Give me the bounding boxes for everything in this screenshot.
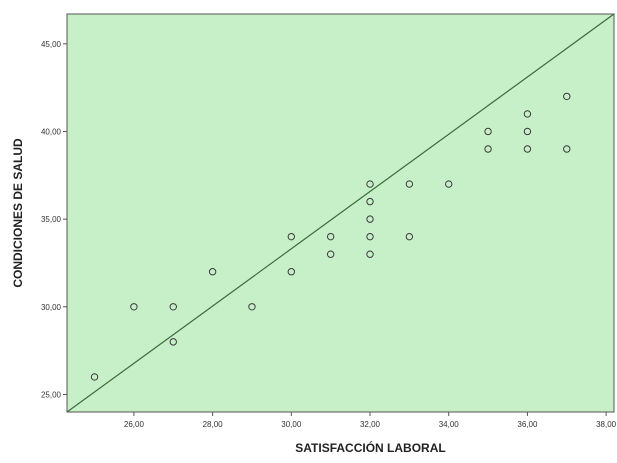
- y-tick-label-2: 35,00: [41, 215, 62, 224]
- y-tick-label-3: 40,00: [41, 127, 62, 136]
- data-point-11: [366, 197, 374, 206]
- data-point-12: [366, 215, 374, 223]
- y-tick-label-0: 25,00: [41, 390, 62, 399]
- data-point-17: [445, 180, 453, 188]
- data-point-7: [287, 268, 296, 276]
- y-tick-label-4: 45,00: [41, 40, 62, 49]
- x-tick-label-2: 30,00: [281, 420, 302, 429]
- x-tick-label-6: 38,00: [596, 420, 617, 429]
- x-tick-label-1: 28,00: [203, 420, 224, 429]
- x-tick-label-4: 34,00: [439, 420, 460, 429]
- data-point-19: [484, 145, 492, 153]
- data-point-1: [130, 303, 138, 311]
- data-point-4: [208, 268, 217, 276]
- data-point-0: [90, 373, 99, 381]
- data-point-14: [366, 250, 374, 258]
- x-axis-title: SATISFACCIÓN LABORAL: [295, 440, 445, 455]
- plot-area: [66, 13, 615, 413]
- data-point-18: [484, 127, 492, 136]
- y-axis-title: CONDICIONES DE SALUD: [11, 138, 25, 288]
- data-point-24: [563, 145, 571, 153]
- data-point-22: [523, 145, 532, 153]
- data-point-16: [405, 232, 414, 241]
- x-tick-label-5: 36,00: [517, 420, 538, 429]
- data-point-3: [169, 338, 177, 346]
- data-point-21: [523, 127, 532, 136]
- data-point-2: [169, 303, 177, 311]
- data-point-10: [366, 180, 374, 188]
- data-points: [90, 92, 571, 381]
- x-tick-label-0: 26,00: [124, 420, 145, 429]
- data-point-8: [326, 232, 335, 241]
- data-point-13: [366, 232, 374, 241]
- data-point-6: [287, 232, 296, 241]
- x-tick-label-3: 32,00: [360, 420, 381, 429]
- data-point-20: [523, 110, 532, 118]
- data-point-9: [326, 250, 335, 258]
- y-tick-label-1: 30,00: [41, 303, 62, 312]
- data-point-23: [563, 92, 571, 101]
- data-point-15: [405, 180, 414, 188]
- x-axis: 26,00 28,00 30,00 32,00 34,00 36,00 38,00: [124, 412, 617, 429]
- fit-line: [66, 13, 615, 413]
- y-axis: 25,00 30,00 35,00 40,00 45,00: [41, 40, 67, 399]
- data-point-5: [248, 303, 256, 311]
